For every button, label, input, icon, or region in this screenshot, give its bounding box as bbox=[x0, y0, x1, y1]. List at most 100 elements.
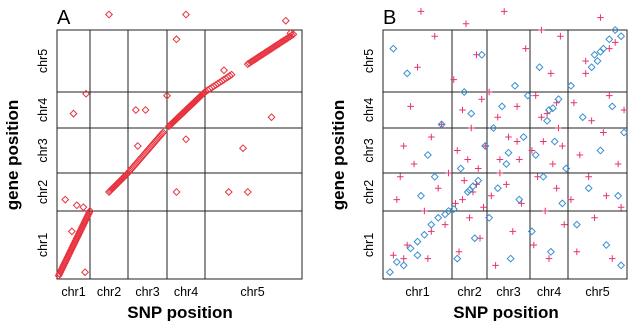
data-point-diamond bbox=[468, 182, 478, 191]
data-point-diamond bbox=[608, 102, 617, 111]
data-point-diamond bbox=[572, 220, 581, 229]
data-point-plus bbox=[450, 76, 458, 83]
y-tick-label: chr5 bbox=[362, 49, 376, 73]
data-point-plus bbox=[421, 207, 428, 215]
data-point-diamond bbox=[219, 66, 229, 75]
data-point-diamond bbox=[481, 141, 490, 151]
panel-label: B bbox=[383, 7, 396, 29]
data-point-diamond bbox=[463, 187, 472, 197]
x-tick-label: chr3 bbox=[496, 285, 520, 299]
data-point-diamond bbox=[562, 164, 571, 173]
plot-frame bbox=[56, 29, 303, 280]
data-point-plus bbox=[481, 142, 489, 150]
data-point-diamond bbox=[523, 91, 532, 100]
y-tick-label: chr3 bbox=[362, 138, 376, 162]
data-point-diamond bbox=[544, 105, 554, 115]
data-point-plus bbox=[549, 160, 557, 168]
data-point-diamond bbox=[399, 261, 408, 270]
data-point-plus bbox=[513, 138, 521, 145]
data-point-plus bbox=[540, 138, 547, 145]
data-point-diamond bbox=[406, 244, 415, 253]
data-point-diamond bbox=[620, 128, 629, 137]
data-point-diamond bbox=[69, 109, 78, 118]
data-point-diamond bbox=[584, 184, 593, 193]
data-point-diamond bbox=[506, 254, 515, 263]
data-point-plus bbox=[541, 207, 549, 215]
data-point-diamond bbox=[510, 81, 519, 90]
y-tick-label: chr2 bbox=[36, 180, 50, 204]
data-point-plus bbox=[485, 88, 493, 96]
data-point-diamond bbox=[527, 227, 536, 236]
y-tick-label: chr2 bbox=[362, 180, 376, 204]
data-point-diamond bbox=[430, 172, 439, 181]
data-point-plus bbox=[403, 241, 411, 249]
data-point-diamond bbox=[470, 234, 479, 243]
data-point-diamond bbox=[238, 144, 248, 153]
data-point-diamond bbox=[467, 109, 476, 118]
data-point-diamond bbox=[441, 210, 450, 219]
data-point-diamond bbox=[286, 29, 295, 38]
data-point-diamond bbox=[548, 104, 557, 113]
data-point-plus bbox=[611, 39, 619, 46]
data-point-diamond bbox=[590, 50, 599, 59]
data-point-diamond bbox=[504, 148, 513, 157]
data-point-plus bbox=[582, 70, 589, 77]
y-tick-label: chr4 bbox=[36, 98, 50, 122]
data-point-plus bbox=[455, 248, 463, 256]
data-point-diamond bbox=[617, 261, 626, 270]
data-point-plus bbox=[538, 26, 545, 34]
y-tick-label: chr1 bbox=[36, 233, 50, 257]
data-point-plus bbox=[438, 121, 445, 128]
data-point-plus bbox=[459, 196, 466, 203]
data-point-diamond bbox=[82, 89, 91, 98]
data-point-plus bbox=[530, 241, 538, 249]
data-point-plus bbox=[559, 142, 566, 150]
data-point-diamond bbox=[392, 257, 401, 267]
data-point-diamond bbox=[413, 237, 422, 246]
data-point-diamond bbox=[437, 120, 446, 129]
data-point-plus bbox=[555, 124, 562, 132]
data-point-plus bbox=[532, 92, 539, 99]
data-point-plus bbox=[557, 32, 564, 40]
data-point-diamond bbox=[611, 25, 620, 35]
data-point-plus bbox=[522, 45, 529, 52]
data-point-plus bbox=[452, 200, 459, 207]
x-tick-label: chr1 bbox=[405, 285, 429, 299]
data-point-plus bbox=[591, 214, 598, 222]
y-axis-title: gene position bbox=[3, 100, 22, 211]
data-point-plus bbox=[500, 8, 508, 15]
y-tick-label: chr4 bbox=[362, 98, 376, 122]
data-point-plus bbox=[585, 173, 592, 181]
data-point-plus bbox=[410, 160, 418, 168]
data-point-diamond bbox=[493, 184, 502, 193]
data-point-plus bbox=[496, 169, 504, 177]
data-point-diamond bbox=[172, 35, 181, 44]
data-point-plus bbox=[492, 262, 499, 269]
data-point-diamond bbox=[539, 172, 548, 181]
x-tick-label: chr1 bbox=[61, 285, 85, 299]
data-point-plus bbox=[573, 248, 581, 256]
data-point-plus bbox=[424, 255, 432, 262]
data-point-diamond bbox=[558, 199, 567, 208]
y-tick-label: chr5 bbox=[36, 49, 50, 73]
data-point-diamond bbox=[460, 87, 469, 97]
panel-label: A bbox=[57, 7, 71, 29]
data-point-diamond bbox=[566, 81, 575, 90]
data-point-diamond bbox=[477, 50, 486, 59]
x-tick-label: chr5 bbox=[585, 285, 609, 299]
data-point-diamond bbox=[267, 113, 276, 122]
data-point-diamond bbox=[85, 206, 95, 216]
data-point-diamond bbox=[614, 191, 623, 200]
data-point-diamond bbox=[159, 128, 168, 137]
data-point-plus bbox=[582, 57, 589, 65]
data-point-diamond bbox=[104, 10, 114, 19]
data-point-diamond bbox=[227, 70, 236, 79]
data-point-plus bbox=[606, 92, 613, 99]
data-point-plus bbox=[603, 192, 610, 200]
data-point-diamond bbox=[617, 32, 626, 41]
data-point-diamond bbox=[434, 213, 443, 222]
data-point-plus bbox=[464, 156, 472, 163]
data-point-plus bbox=[400, 142, 407, 150]
